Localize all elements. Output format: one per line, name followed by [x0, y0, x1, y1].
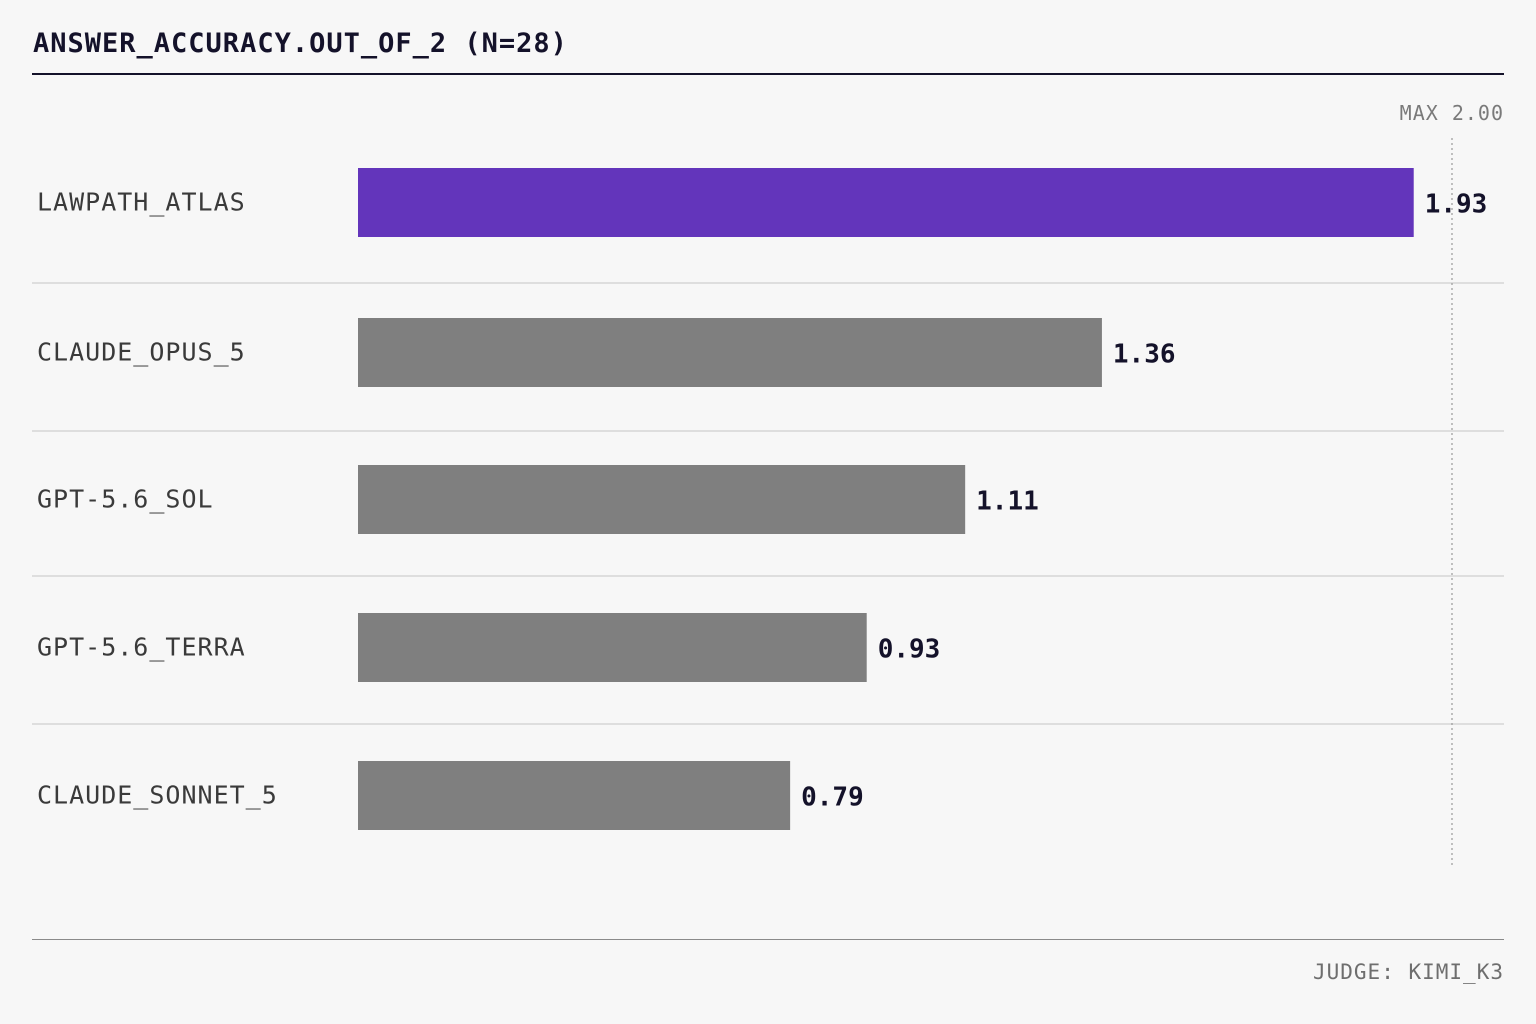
- bar: [358, 613, 867, 682]
- bar: [358, 761, 791, 830]
- bar: [358, 465, 966, 534]
- value-label: 0.93: [878, 635, 941, 665]
- value-label: 1.36: [1113, 340, 1176, 370]
- chart-title: ANSWER_ACCURACY.OUT_OF_2 (N=28): [33, 28, 568, 59]
- title-rule: [32, 73, 1504, 75]
- bar: [358, 318, 1102, 387]
- category-label: CLAUDE_OPUS_5: [37, 338, 246, 367]
- category-label: LAWPATH_ATLAS: [37, 188, 246, 217]
- max-label: MAX 2.00: [1399, 101, 1504, 125]
- category-label: CLAUDE_SONNET_5: [37, 781, 278, 810]
- judge-label: JUDGE: KIMI_K3: [1312, 960, 1504, 984]
- category-label: GPT-5.6_SOL: [37, 485, 214, 514]
- category-label: GPT-5.6_TERRA: [37, 633, 246, 662]
- value-label: 1.93: [1425, 190, 1488, 220]
- bar: [358, 168, 1414, 237]
- value-label: 0.79: [801, 783, 864, 813]
- value-label: 1.11: [976, 487, 1039, 517]
- footer-rule: [32, 939, 1504, 940]
